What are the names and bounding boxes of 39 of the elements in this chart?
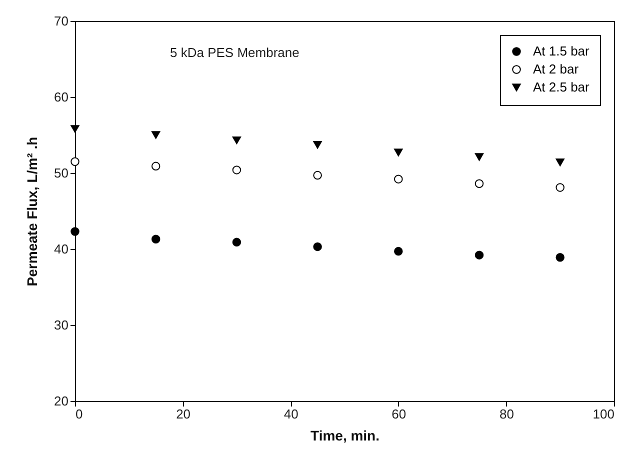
point <box>232 238 242 247</box>
point <box>474 179 484 188</box>
point <box>313 141 322 149</box>
point <box>556 252 564 262</box>
x-tick-label: 40 <box>284 406 298 422</box>
x-tick-label: 100 <box>592 406 614 422</box>
y-axis-title: Permeate Flux, L/m² .h <box>24 136 40 286</box>
point <box>394 174 403 184</box>
point <box>394 246 403 256</box>
y-tick-label: 40 <box>54 242 68 256</box>
x-axis-title: Time, min. <box>310 428 380 444</box>
legend-label: At 1.5 bar <box>533 44 590 58</box>
point <box>151 131 160 139</box>
point <box>474 250 484 260</box>
legend-label: At 2.5 bar <box>533 80 590 94</box>
point <box>394 148 403 156</box>
point <box>232 136 242 144</box>
x-tick-label: 20 <box>176 406 191 422</box>
point <box>70 157 80 166</box>
point <box>70 227 80 236</box>
legend-label: At 2 bar <box>533 62 580 76</box>
point <box>556 158 564 166</box>
x-tick-label: 0 <box>76 406 83 422</box>
point <box>313 170 322 180</box>
y-tick-label: 20 <box>54 394 68 408</box>
point <box>151 234 160 244</box>
annotation: 5 kDa PES Membrane <box>170 45 300 60</box>
point <box>474 153 484 161</box>
point <box>313 242 322 252</box>
y-tick-label: 70 <box>54 14 68 28</box>
y-tick-label: 60 <box>54 90 68 104</box>
y-tick-label: 50 <box>54 166 68 180</box>
point <box>151 162 160 171</box>
point <box>556 183 564 192</box>
point <box>232 166 242 174</box>
x-tick-label: 60 <box>392 406 406 422</box>
y-tick-label: 30 <box>54 318 68 332</box>
x-tick-label: 80 <box>499 406 514 422</box>
point <box>70 125 80 133</box>
